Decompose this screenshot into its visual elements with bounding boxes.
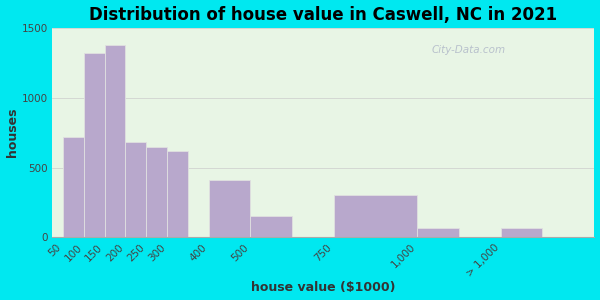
Bar — [417, 228, 459, 237]
Bar — [167, 151, 188, 237]
Bar — [500, 228, 542, 237]
Bar — [84, 53, 104, 237]
Title: Distribution of house value in Caswell, NC in 2021: Distribution of house value in Caswell, … — [89, 6, 557, 24]
X-axis label: house value ($1000): house value ($1000) — [251, 281, 395, 294]
Y-axis label: houses: houses — [5, 108, 19, 158]
Bar — [125, 142, 146, 237]
Bar — [146, 147, 167, 237]
Bar — [209, 180, 250, 237]
Bar — [63, 137, 84, 237]
Text: City-Data.com: City-Data.com — [432, 45, 506, 55]
Bar — [334, 196, 417, 237]
Bar — [250, 216, 292, 237]
Bar — [104, 45, 125, 237]
